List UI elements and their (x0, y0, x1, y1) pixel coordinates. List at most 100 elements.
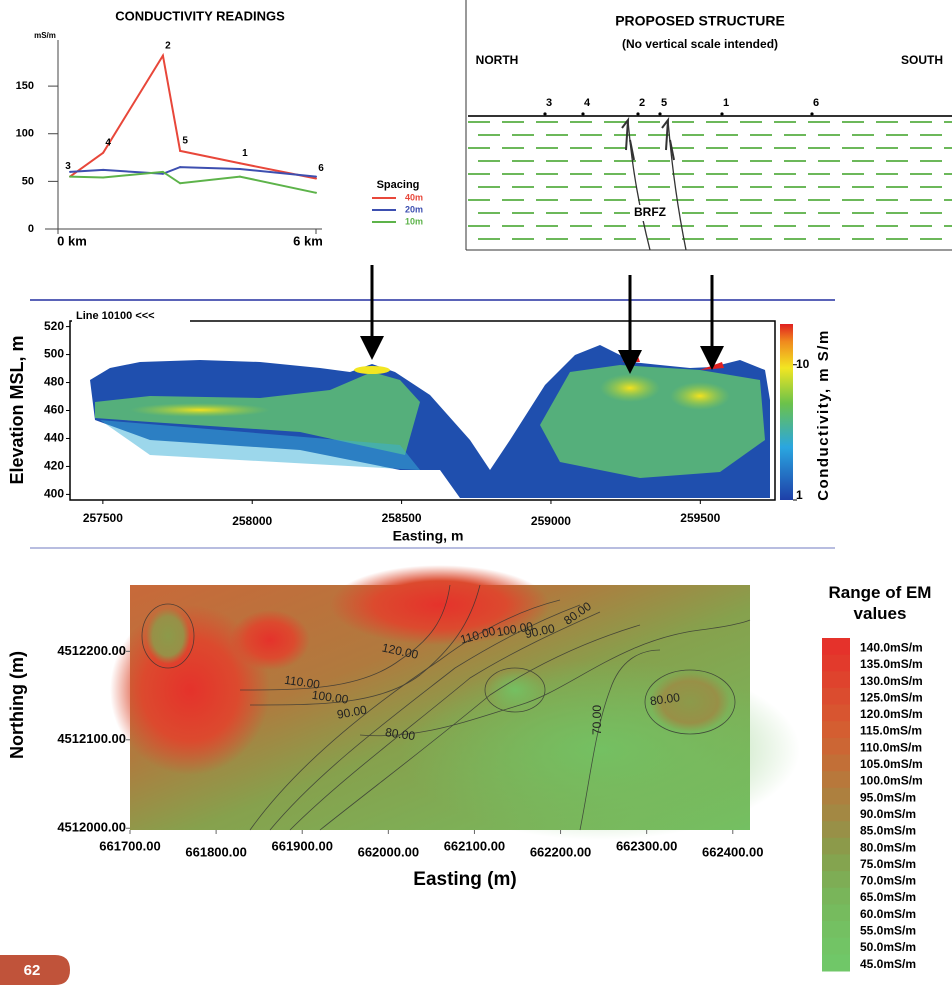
line-axes (45, 40, 322, 230)
data-point (179, 182, 182, 185)
data-point (102, 151, 105, 154)
point-label: 4 (105, 137, 111, 148)
x-tick-label: 662100.00 (444, 838, 505, 853)
contour-label: 100.00 (311, 688, 350, 707)
data-point (102, 176, 105, 179)
data-point (315, 177, 317, 180)
colorbar-tick-label: 10 (796, 357, 810, 371)
y-tick-label: 4512000.00 (57, 820, 126, 835)
y-axis-label: Elevation MSL, m (7, 335, 27, 484)
data-point (179, 166, 182, 169)
station-label: 3 (546, 97, 552, 109)
legend-swatch (822, 737, 850, 756)
legend-label: 50.0mS/m (860, 940, 916, 954)
x-axis-label: Easting (m) (413, 869, 516, 890)
legend-label: 110.0mS/m (860, 740, 922, 754)
legend-swatch (822, 887, 850, 905)
legend-label: 40m (405, 192, 423, 202)
legend-label: 95.0mS/m (860, 790, 916, 804)
legend-label: 65.0mS/m (860, 890, 916, 904)
y-tick-label: 400 (44, 487, 64, 501)
x-tick-label: 662300.00 (616, 838, 677, 853)
y-tick-label: 520 (44, 319, 64, 333)
x-tick-label: 661700.00 (99, 838, 160, 853)
diagram: PROPOSED STRUCTURE (No vertical scale in… (465, 0, 952, 251)
data-point (238, 167, 241, 170)
data-point (161, 170, 164, 173)
x-tick-label: 257500 (83, 511, 123, 525)
legend-swatch (822, 787, 850, 805)
legend-label: 130.0mS/m (860, 674, 923, 688)
zone-label: BRFZ (634, 205, 666, 219)
data-point (238, 162, 241, 165)
data-point (315, 175, 317, 178)
contour-label: 90.00 (524, 621, 557, 641)
y-tick-label: 420 (44, 459, 64, 473)
station-label: 5 (661, 97, 667, 109)
legend-label: 105.0mS/m (860, 757, 923, 771)
legend-label: 20m (405, 204, 423, 214)
y-axis-label: mS/m (34, 31, 56, 40)
legend-label: 140.0mS/m (860, 640, 923, 654)
x-axis-label: Easting, m (393, 528, 464, 544)
data-point (179, 149, 182, 152)
legend-label: 85.0mS/m (860, 824, 916, 838)
legend-swatch (822, 671, 850, 689)
data-point (102, 168, 105, 171)
legend-swatch (822, 704, 850, 722)
south-label: SOUTH (901, 53, 943, 67)
legend-swatch (822, 937, 850, 955)
station-label: 6 (813, 97, 819, 109)
diagram-subtitle: (No vertical scale intended) (622, 37, 778, 51)
legend-title: Range of EM values (828, 583, 932, 623)
y-tick-label: 150 (16, 80, 34, 92)
legend-swatch (822, 954, 850, 972)
data-point (69, 175, 72, 178)
point-label: 1 (242, 148, 248, 159)
station-label: 2 (639, 97, 645, 109)
station-marker (658, 112, 662, 116)
contour-label: 80.00 (384, 725, 416, 743)
legend-swatch (822, 721, 850, 739)
y-tick-label: 0 (28, 223, 34, 235)
point-label: 5 (182, 136, 188, 147)
y-axis-label: Northing (m) (7, 651, 27, 759)
page-tab (0, 955, 70, 985)
point-label: 6 (318, 163, 324, 174)
legend-swatch (822, 771, 850, 789)
legend-swatch (822, 854, 850, 872)
contour-label: 100.00 (496, 619, 535, 639)
legend-swatch (822, 821, 850, 839)
legend-label: 120.0mS/m (860, 707, 923, 721)
x-tick-label: 661900.00 (271, 838, 332, 853)
data-point (238, 175, 241, 178)
x-tick-label: 662000.00 (358, 844, 419, 859)
point-label: 2 (165, 40, 171, 51)
x-tick-label: 661800.00 (185, 844, 246, 859)
y-tick-label: 440 (44, 431, 64, 445)
legend-swatch (822, 904, 850, 922)
station-marker (543, 112, 547, 116)
contour-label: 80.00 (649, 690, 681, 708)
x-tick-label: 259000 (531, 514, 571, 528)
legend-swatch (822, 654, 850, 672)
x-tick-label: 662200.00 (530, 844, 591, 859)
diagram-title: PROPOSED STRUCTURE (615, 13, 785, 29)
legend-swatch (822, 837, 850, 855)
legend-swatch (822, 921, 850, 939)
legend-label: 70.0mS/m (860, 874, 916, 888)
legend-label: 60.0mS/m (860, 907, 916, 921)
legend-label: 125.0mS/m (860, 690, 923, 704)
station-marker (810, 112, 814, 116)
y-tick-label: 100 (16, 128, 34, 140)
series-line (69, 52, 317, 180)
station-label: 1 (723, 97, 729, 109)
legend-title: Spacing (377, 179, 420, 191)
x-tick-label: 258500 (382, 511, 422, 525)
map-field (110, 565, 800, 840)
data-point (161, 54, 164, 57)
legend-label: 100.0mS/m (860, 774, 923, 788)
data-point (69, 170, 72, 173)
x-tick-label: 662400.00 (702, 844, 763, 859)
chart-title: CONDUCTIVITY READINGS (115, 8, 285, 23)
